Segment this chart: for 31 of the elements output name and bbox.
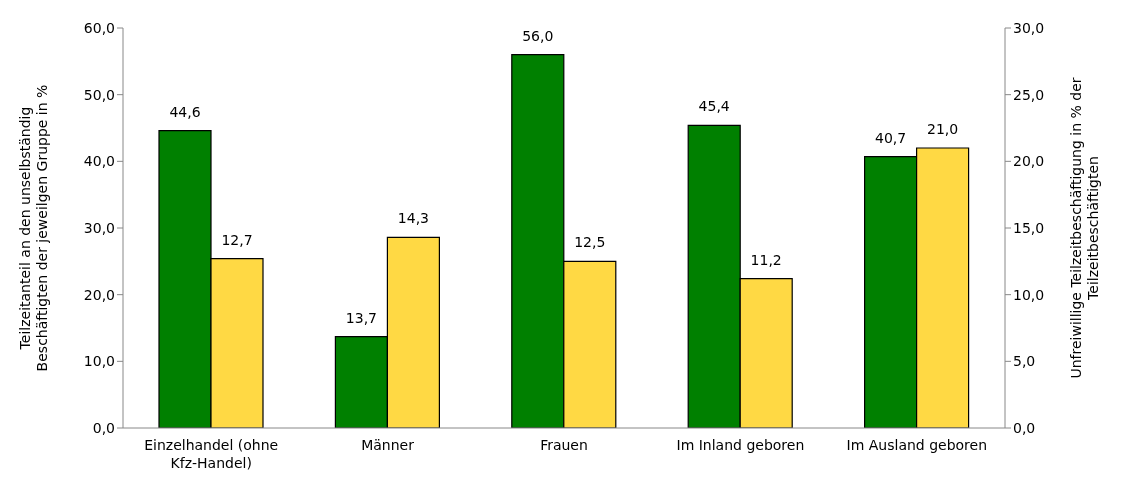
data-label: 12,5 <box>574 234 606 251</box>
data-label: 40,7 <box>875 129 907 146</box>
data-label: 44,6 <box>169 103 201 120</box>
x-tick-label: Männer <box>361 437 415 453</box>
y2-tick-label: 0,0 <box>1013 419 1036 436</box>
y2-tick-label: 10,0 <box>1013 286 1045 303</box>
y-tick-label: 50,0 <box>83 86 115 103</box>
data-label: 45,4 <box>698 98 730 115</box>
data-label: 14,3 <box>397 210 429 227</box>
y-tick-label: 60,0 <box>83 19 115 36</box>
y2-tick-label: 30,0 <box>1013 19 1045 36</box>
y-tick-label: 30,0 <box>83 219 115 236</box>
y-axis-title: Teilzeitanteil an den unselbständig Beschäftigten der jeweilgen Gruppe in % <box>17 84 50 372</box>
data-label: 13,7 <box>345 309 377 326</box>
data-label: 11,2 <box>750 251 782 268</box>
y2-tick-label: 20,0 <box>1013 153 1045 170</box>
y-tick-label: 0,0 <box>92 419 115 436</box>
y-tick-label: 10,0 <box>83 353 115 370</box>
x-tick-label: Im Ausland geboren <box>846 437 988 453</box>
x-tick-label: Im Inland geboren <box>676 437 805 453</box>
x-tick-label: Frauen <box>540 437 588 453</box>
y2-tick-label: 5,0 <box>1013 353 1036 370</box>
y2-tick-label: 15,0 <box>1013 219 1045 236</box>
x-tick-label: Einzelhandel (ohne Kfz-Handel) <box>144 437 279 471</box>
data-label: 56,0 <box>522 27 554 44</box>
y2-tick-label: 25,0 <box>1013 86 1045 103</box>
y-tick-label: 40,0 <box>83 153 115 170</box>
y2-axis-title: Unfreiwillige Teilzeitbeschäftigung in % der Teilzeitbeschäftigten <box>1068 77 1101 379</box>
data-label: 21,0 <box>927 121 959 137</box>
y-tick-label: 20,0 <box>83 286 115 303</box>
data-label: 12,7 <box>221 231 253 248</box>
